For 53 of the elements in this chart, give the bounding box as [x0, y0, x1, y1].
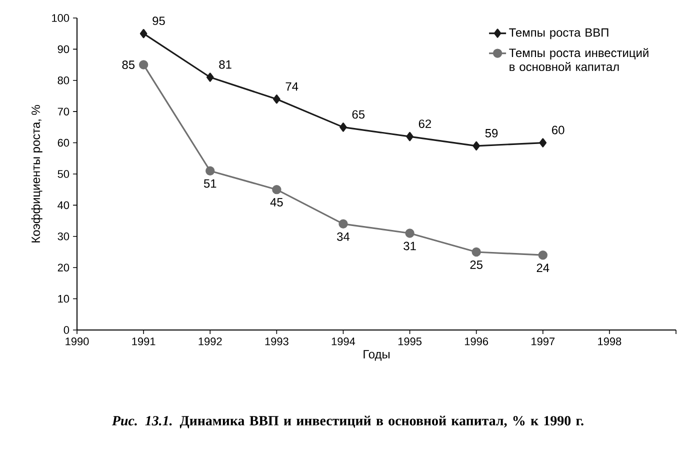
- point: [538, 250, 548, 260]
- legend-label: Темпы роста ВВП: [509, 28, 608, 40]
- y-tick-label: 0: [64, 326, 70, 334]
- point: [140, 28, 148, 38]
- point: [406, 132, 414, 142]
- data-label: 95: [152, 16, 165, 26]
- data-label: 25: [470, 260, 482, 269]
- legend-label: Темпы роста инвестиций в основной капитал: [509, 48, 648, 72]
- x-tick-label: 1991: [132, 338, 156, 346]
- data-label: 60: [552, 126, 564, 134]
- point: [206, 166, 215, 176]
- y-tick-label: 50: [58, 170, 70, 178]
- text: Рис. 13.1. Динамика ВВП и инвестиций в основной капитал, % к 1990 г.: [112, 416, 584, 428]
- y-tick-label: 100: [52, 14, 70, 22]
- data-label: 45: [270, 198, 283, 206]
- x-tick-label: 1994: [332, 338, 356, 346]
- data-label: 34: [337, 232, 350, 241]
- point: [340, 122, 347, 132]
- point: [206, 72, 214, 82]
- y-tick-label: 30: [58, 232, 70, 240]
- point: [472, 247, 481, 257]
- point: [539, 138, 547, 148]
- y-tick-label: 80: [58, 76, 70, 84]
- y-tick-label: 40: [58, 201, 70, 210]
- x-axis-title: Годы: [364, 350, 390, 361]
- data-label: 65: [352, 110, 365, 119]
- data-label: 85: [122, 60, 135, 70]
- x-tick-label: 1996: [464, 338, 488, 346]
- point: [472, 141, 480, 151]
- point: [272, 184, 282, 194]
- x-tick-label: 1993: [265, 338, 288, 346]
- y-tick-label: 60: [58, 138, 70, 147]
- x-tick-label: 1990: [66, 338, 89, 346]
- data-label: 24: [536, 264, 550, 272]
- y-tick-label: 20: [58, 264, 70, 272]
- point: [273, 94, 280, 104]
- data-label: 62: [418, 120, 431, 128]
- data-label: 59: [485, 128, 498, 138]
- y-axis-title: Коэффициенты роста, %: [31, 105, 42, 242]
- x-tick-label: 1992: [198, 338, 222, 346]
- x-tick-label: 1995: [398, 338, 422, 346]
- y-tick-label: 90: [58, 45, 70, 54]
- data-label: 81: [219, 60, 232, 69]
- x-tick-label: 1998: [598, 338, 622, 346]
- x-tick-label: 1997: [532, 338, 555, 346]
- point: [138, 60, 148, 70]
- y-tick-label: 10: [58, 294, 70, 303]
- point: [338, 219, 348, 229]
- point: [405, 228, 414, 238]
- data-label: 31: [404, 242, 416, 250]
- y-tick-label: 70: [58, 108, 70, 116]
- data-label: 74: [286, 82, 298, 91]
- data-label: 51: [204, 179, 216, 188]
